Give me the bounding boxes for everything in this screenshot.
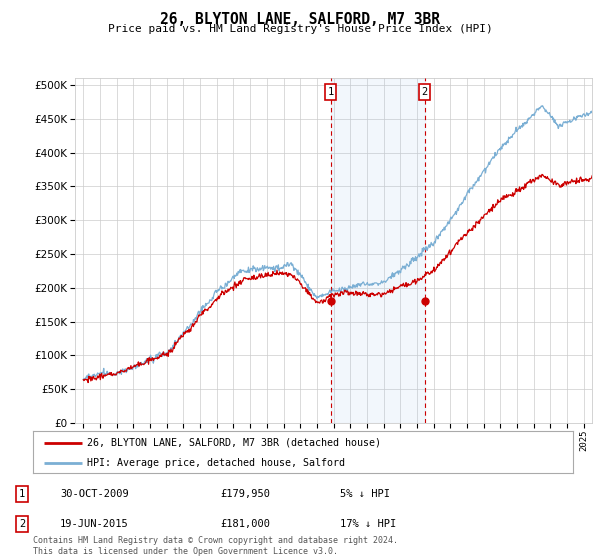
Text: 17% ↓ HPI: 17% ↓ HPI bbox=[340, 519, 396, 529]
Text: £181,000: £181,000 bbox=[220, 519, 270, 529]
Text: £179,950: £179,950 bbox=[220, 489, 270, 499]
Text: 1: 1 bbox=[19, 489, 25, 499]
Text: 2: 2 bbox=[422, 87, 428, 97]
Text: 26, BLYTON LANE, SALFORD, M7 3BR (detached house): 26, BLYTON LANE, SALFORD, M7 3BR (detach… bbox=[87, 438, 381, 448]
Text: 26, BLYTON LANE, SALFORD, M7 3BR: 26, BLYTON LANE, SALFORD, M7 3BR bbox=[160, 12, 440, 27]
Text: HPI: Average price, detached house, Salford: HPI: Average price, detached house, Salf… bbox=[87, 458, 345, 468]
Text: 5% ↓ HPI: 5% ↓ HPI bbox=[340, 489, 390, 499]
Text: Contains HM Land Registry data © Crown copyright and database right 2024.
This d: Contains HM Land Registry data © Crown c… bbox=[33, 536, 398, 556]
Text: 2: 2 bbox=[19, 519, 25, 529]
Text: 1: 1 bbox=[328, 87, 334, 97]
Text: 30-OCT-2009: 30-OCT-2009 bbox=[60, 489, 129, 499]
Text: 19-JUN-2015: 19-JUN-2015 bbox=[60, 519, 129, 529]
Text: Price paid vs. HM Land Registry's House Price Index (HPI): Price paid vs. HM Land Registry's House … bbox=[107, 24, 493, 34]
Bar bbox=[331, 78, 425, 423]
